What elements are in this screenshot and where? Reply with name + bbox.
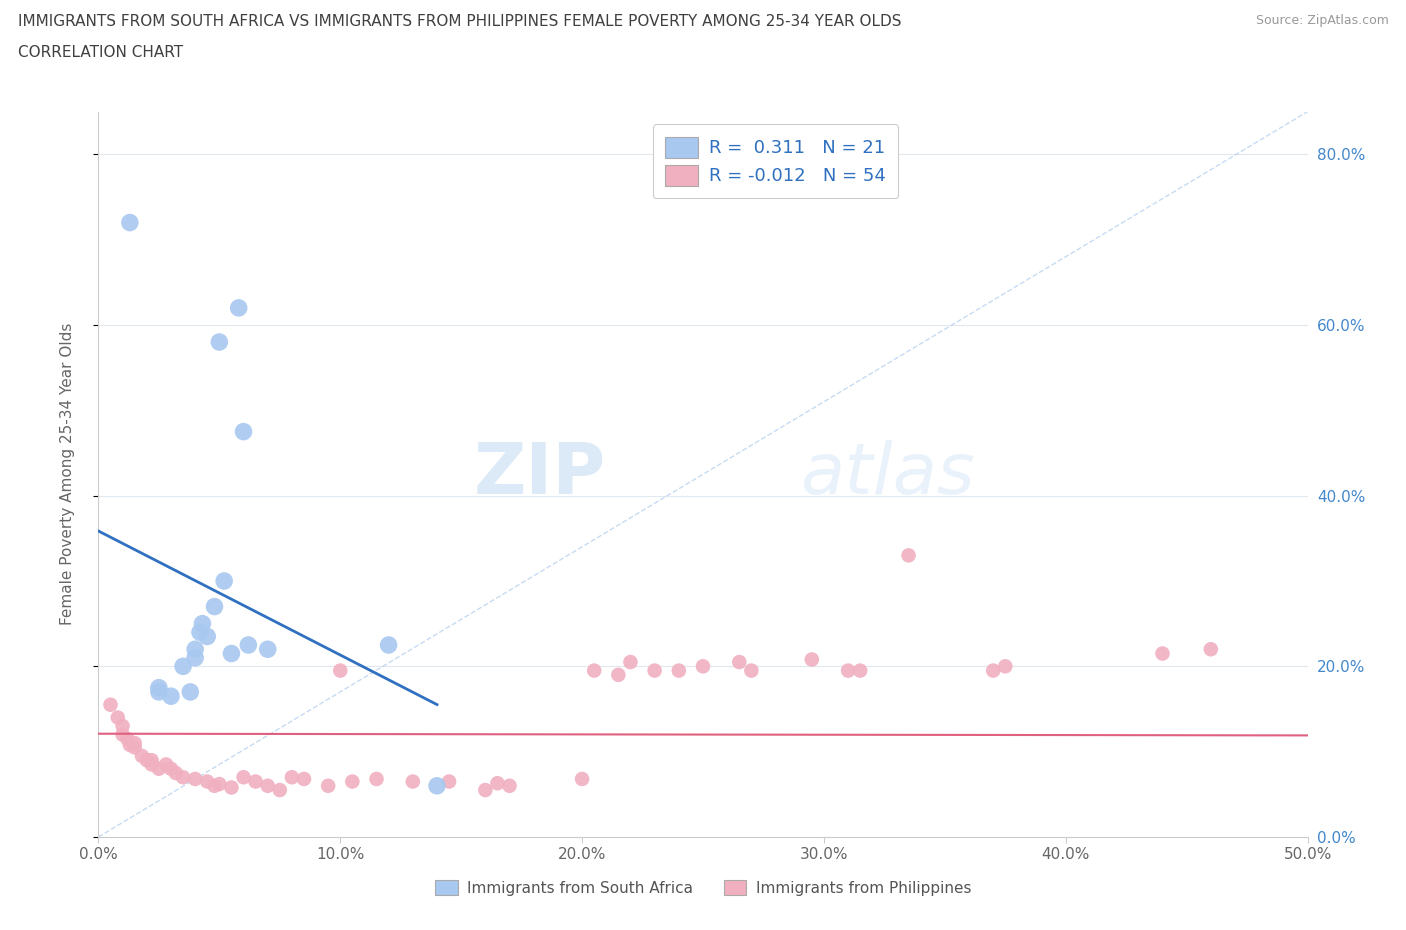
Point xyxy=(111,727,134,742)
Point xyxy=(619,655,641,670)
Point xyxy=(728,655,751,670)
Point xyxy=(849,663,872,678)
Point xyxy=(148,680,170,695)
Point xyxy=(155,757,177,772)
Point xyxy=(366,772,388,787)
Point xyxy=(474,783,496,798)
Point xyxy=(212,574,235,589)
Point xyxy=(160,762,183,777)
Point xyxy=(740,663,762,678)
Point xyxy=(232,770,254,785)
Point xyxy=(437,774,460,789)
Point xyxy=(837,663,859,678)
Legend: Immigrants from South Africa, Immigrants from Philippines: Immigrants from South Africa, Immigrants… xyxy=(429,873,977,902)
Point xyxy=(232,424,254,439)
Point xyxy=(486,776,509,790)
Point xyxy=(994,658,1017,673)
Point xyxy=(426,778,449,793)
Point xyxy=(141,757,163,772)
Point xyxy=(204,599,226,614)
Point xyxy=(117,731,139,746)
Point xyxy=(172,658,194,673)
Point xyxy=(245,774,267,789)
Point xyxy=(228,300,250,315)
Text: Source: ZipAtlas.com: Source: ZipAtlas.com xyxy=(1256,14,1389,27)
Point xyxy=(195,774,218,789)
Point xyxy=(107,711,129,725)
Point xyxy=(184,642,207,657)
Point xyxy=(256,778,278,793)
Point xyxy=(238,638,260,653)
Point xyxy=(179,684,201,699)
Point xyxy=(644,663,666,678)
Point xyxy=(118,215,141,230)
Point xyxy=(981,663,1004,678)
Point xyxy=(188,625,211,640)
Point xyxy=(583,663,606,678)
Point xyxy=(377,638,399,653)
Point xyxy=(191,617,214,631)
Point xyxy=(148,762,170,777)
Point xyxy=(292,772,315,787)
Point xyxy=(221,646,243,661)
Text: atlas: atlas xyxy=(800,440,974,509)
Point xyxy=(160,689,183,704)
Point xyxy=(1152,646,1174,661)
Point xyxy=(498,778,520,793)
Point xyxy=(607,668,630,683)
Point xyxy=(692,658,714,673)
Point xyxy=(316,778,339,793)
Point xyxy=(195,629,218,644)
Point xyxy=(800,652,823,667)
Text: IMMIGRANTS FROM SOUTH AFRICA VS IMMIGRANTS FROM PHILIPPINES FEMALE POVERTY AMONG: IMMIGRANTS FROM SOUTH AFRICA VS IMMIGRAN… xyxy=(18,14,901,29)
Point xyxy=(148,684,170,699)
Point xyxy=(256,642,278,657)
Text: ZIP: ZIP xyxy=(474,440,606,509)
Point xyxy=(221,780,243,795)
Point xyxy=(208,777,231,791)
Point xyxy=(184,772,207,787)
Point xyxy=(1199,642,1222,657)
Point xyxy=(269,783,291,798)
Point xyxy=(571,772,593,787)
Point xyxy=(342,774,364,789)
Point xyxy=(100,698,122,712)
Point xyxy=(281,770,304,785)
Point xyxy=(172,770,194,785)
Point xyxy=(141,752,163,767)
Point xyxy=(897,548,920,563)
Point xyxy=(135,752,157,767)
Point xyxy=(208,335,231,350)
Point xyxy=(329,663,352,678)
Point xyxy=(118,737,141,752)
Point xyxy=(131,749,153,764)
Point xyxy=(204,778,226,793)
Point xyxy=(402,774,425,789)
Point xyxy=(184,650,207,665)
Point xyxy=(124,740,146,755)
Point xyxy=(165,765,187,780)
Text: CORRELATION CHART: CORRELATION CHART xyxy=(18,45,183,60)
Point xyxy=(124,736,146,751)
Point xyxy=(111,719,134,734)
Point xyxy=(668,663,690,678)
Y-axis label: Female Poverty Among 25-34 Year Olds: Female Poverty Among 25-34 Year Olds xyxy=(60,323,75,626)
